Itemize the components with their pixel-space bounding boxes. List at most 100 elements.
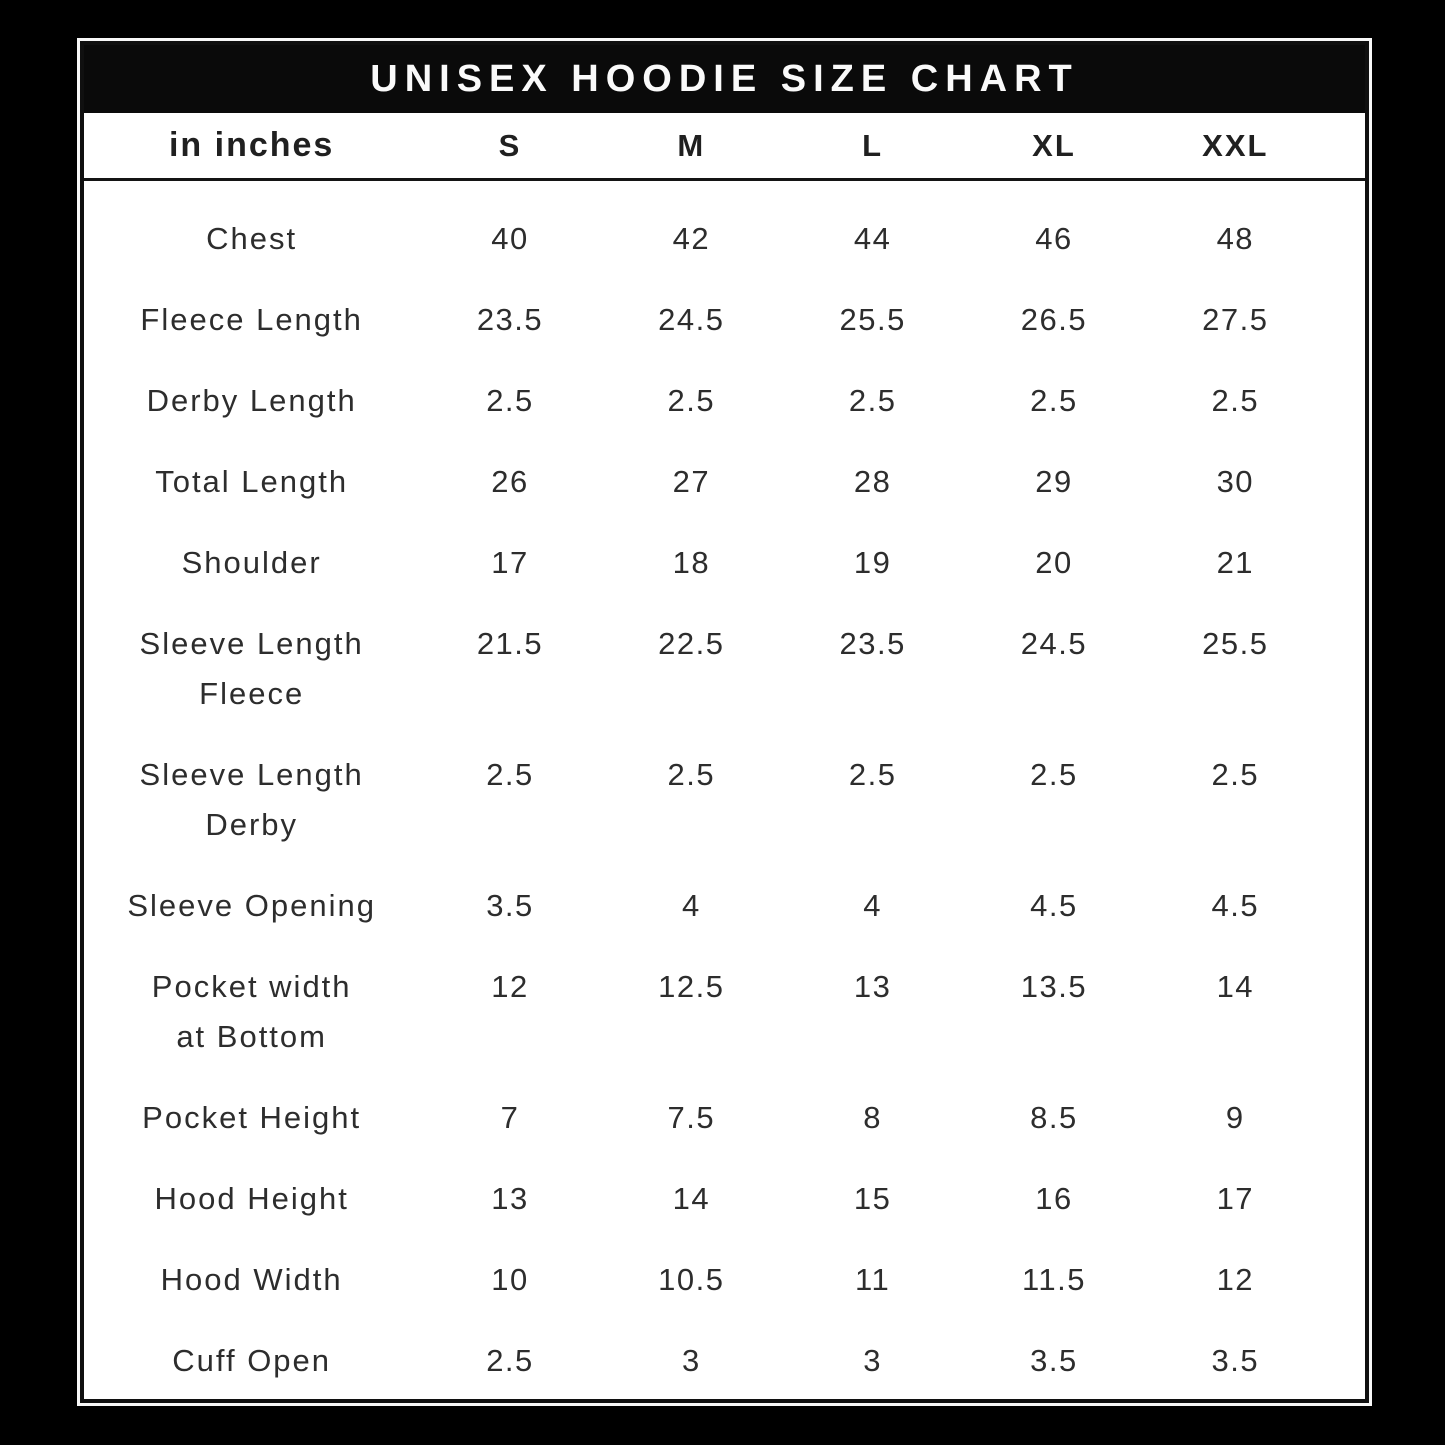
measurement-value: 12 xyxy=(1216,1262,1255,1297)
table-row: Hood Height 13 14 15 16 17 xyxy=(84,1159,1326,1240)
measurement-value: 3.5 xyxy=(486,888,534,923)
measurement-value: 4 xyxy=(863,888,883,923)
table-row: Sleeve Length Derby 2.5 2.5 2.5 2.5 2.5 xyxy=(84,735,1326,866)
measurement-value: 11 xyxy=(855,1262,891,1297)
measurement-value: 3.5 xyxy=(1211,1343,1260,1378)
measurement-value: 48 xyxy=(1216,221,1255,256)
size-column-m: M xyxy=(677,127,706,163)
measurement-value: 28 xyxy=(853,464,892,499)
measurement-value: 23.5 xyxy=(476,302,544,337)
unit-label: in inches xyxy=(168,126,335,164)
measurement-value: 13 xyxy=(491,1181,529,1216)
measurement-label-line: Shoulder xyxy=(181,545,322,580)
measurement-label-line: Total Length xyxy=(155,464,349,499)
measurement-value: 17 xyxy=(491,545,529,580)
measurement-label: Chest xyxy=(84,214,419,264)
size-column-l: L xyxy=(862,127,884,163)
measurement-value: 10.5 xyxy=(658,1262,725,1297)
table-row: Pocket Height 7 7.5 8 8.5 9 xyxy=(84,1078,1326,1159)
measurement-value: 3 xyxy=(681,1343,701,1378)
measurement-value: 42 xyxy=(672,221,711,256)
measurement-label: Pocket Height xyxy=(84,1093,419,1143)
measurement-label: Hood Width xyxy=(84,1255,419,1305)
measurement-value: 8 xyxy=(863,1100,883,1135)
measurement-label-line: Chest xyxy=(206,221,298,256)
measurement-value: 2.5 xyxy=(1211,383,1260,418)
measurement-value: 22.5 xyxy=(658,626,725,661)
table-row: Fleece Length 23.5 24.5 25.5 26.5 27.5 xyxy=(84,280,1326,361)
measurement-label-line: Hood Width xyxy=(160,1262,343,1297)
measurement-value: 29 xyxy=(1035,464,1073,499)
measurement-value: 21.5 xyxy=(476,626,544,661)
measurement-label: Cuff Open xyxy=(84,1336,419,1386)
table-row: Cuff Open 2.5 3 3 3.5 3.5 xyxy=(84,1321,1326,1399)
measurement-label: Derby Length xyxy=(84,376,419,426)
measurement-value: 26 xyxy=(491,464,529,499)
table-row: Sleeve Length Fleece 21.5 22.5 23.5 24.5 25.5 xyxy=(84,604,1326,735)
measurement-value: 27 xyxy=(672,464,711,499)
measurement-label-line: Derby Length xyxy=(146,383,357,418)
measurement-value: 2.5 xyxy=(486,1343,534,1378)
measurement-label-line: Fleece xyxy=(199,676,305,711)
measurement-label: Sleeve Length Derby xyxy=(84,750,419,850)
measurement-label: Hood Height xyxy=(84,1174,419,1224)
table-row: Shoulder 17 18 19 20 21 xyxy=(84,523,1326,604)
measurement-value: 15 xyxy=(853,1181,892,1216)
table-row: Pocket width at Bottom 12 12.5 13 13.5 14 xyxy=(84,947,1326,1078)
size-header-row: in inches S M L XL XXL xyxy=(84,113,1365,181)
measurement-value: 7 xyxy=(500,1100,520,1135)
measurement-label: Sleeve Length Fleece xyxy=(84,619,419,719)
measurement-label-line: Cuff Open xyxy=(172,1343,332,1378)
measurement-label-line: Fleece Length xyxy=(140,302,363,337)
measurement-value: 4.5 xyxy=(1211,888,1260,923)
measurement-value: 19 xyxy=(853,545,892,580)
measurement-value: 25.5 xyxy=(1202,626,1269,661)
measurement-value: 9 xyxy=(1225,1100,1245,1135)
measurement-label-line: Sleeve Length xyxy=(139,626,364,661)
measurement-value: 3.5 xyxy=(1030,1343,1078,1378)
measurement-label: Fleece Length xyxy=(84,295,419,345)
measurement-value: 23.5 xyxy=(839,626,906,661)
measurement-value: 2.5 xyxy=(848,757,897,792)
table-row: Total Length 26 27 28 29 30 xyxy=(84,442,1326,523)
measurement-value: 2.5 xyxy=(667,383,716,418)
measurement-value: 30 xyxy=(1216,464,1255,499)
measurement-value: 8.5 xyxy=(1030,1100,1078,1135)
size-table-body: Chest 40 42 44 46 48 Fleece Length 23.5 24.5 25.5… xyxy=(84,181,1365,1399)
measurement-value: 12.5 xyxy=(658,969,725,1004)
table-row: Chest 40 42 44 46 48 xyxy=(84,199,1326,280)
measurement-value: 10 xyxy=(491,1262,529,1297)
table-row: Sleeve Opening 3.5 4 4 4.5 4.5 xyxy=(84,866,1326,947)
measurement-label: Shoulder xyxy=(84,538,419,588)
measurement-value: 18 xyxy=(672,545,711,580)
measurement-value: 17 xyxy=(1216,1181,1255,1216)
measurement-value: 24.5 xyxy=(1020,626,1088,661)
measurement-label-line: Pocket width xyxy=(151,969,352,1004)
measurement-label-line: Derby xyxy=(205,807,299,842)
measurement-value: 12 xyxy=(491,969,529,1004)
measurement-value: 2.5 xyxy=(848,383,897,418)
measurement-value: 40 xyxy=(491,221,529,256)
measurement-value: 2.5 xyxy=(486,383,534,418)
measurement-value: 7.5 xyxy=(667,1100,716,1135)
table-row: Derby Length 2.5 2.5 2.5 2.5 2.5 xyxy=(84,361,1326,442)
measurement-value: 2.5 xyxy=(667,757,716,792)
size-column-s: S xyxy=(498,127,522,163)
chart-title-bar: UNISEX HOODIE SIZE CHART xyxy=(84,45,1365,113)
measurement-value: 21 xyxy=(1216,545,1255,580)
measurement-value: 14 xyxy=(1216,969,1255,1004)
size-column-xl: XL xyxy=(1032,127,1076,163)
measurement-value: 13 xyxy=(853,969,892,1004)
measurement-value: 13.5 xyxy=(1020,969,1088,1004)
measurement-label-line: Hood Height xyxy=(154,1181,349,1216)
measurement-value: 24.5 xyxy=(658,302,725,337)
size-chart-card: UNISEX HOODIE SIZE CHART in inches S M L… xyxy=(77,38,1372,1406)
measurement-value: 2.5 xyxy=(1030,757,1078,792)
measurement-label-line: Sleeve Opening xyxy=(127,888,376,923)
measurement-value: 25.5 xyxy=(839,302,906,337)
measurement-value: 4.5 xyxy=(1030,888,1078,923)
measurement-value: 11.5 xyxy=(1021,1262,1086,1297)
measurement-value: 4 xyxy=(681,888,701,923)
measurement-value: 20 xyxy=(1035,545,1073,580)
